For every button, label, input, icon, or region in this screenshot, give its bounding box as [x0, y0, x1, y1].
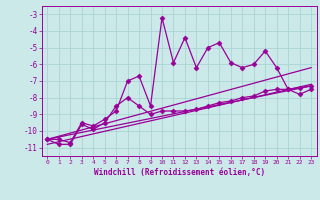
- X-axis label: Windchill (Refroidissement éolien,°C): Windchill (Refroidissement éolien,°C): [94, 168, 265, 177]
